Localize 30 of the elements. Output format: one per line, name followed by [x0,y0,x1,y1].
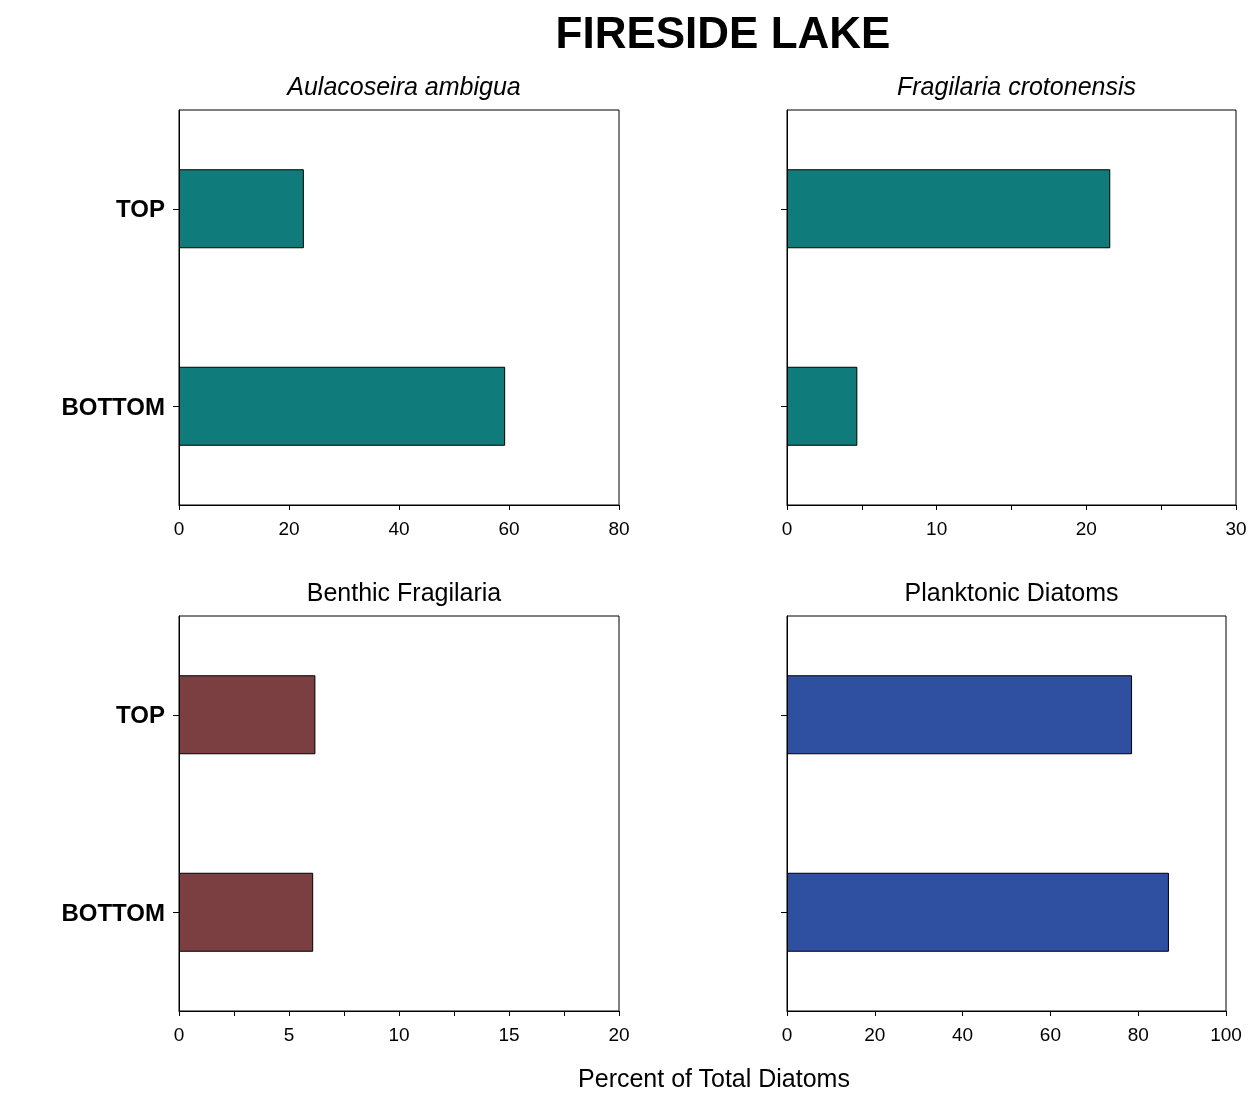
x-tick-label: 60 [498,518,520,539]
x-tick-label: 80 [608,518,630,539]
x-tick-label: 100 [1210,1024,1242,1045]
chart-title: Benthic Fragilaria [306,577,502,606]
chart-title: Aulacoseira ambigua [285,71,521,100]
chart-title: Planktonic Diatoms [904,577,1119,606]
y-tick-label: BOTTOM [61,898,165,926]
x-tick-label: 10 [388,1024,410,1045]
x-tick-label: 15 [498,1024,520,1045]
x-tick-label: 0 [173,518,185,539]
x-axis-title: Percent of Total Diatoms [577,1064,851,1093]
x-tick-label: 0 [781,518,793,539]
x-tick-label: 20 [608,1024,630,1045]
x-tick-label: 20 [278,518,300,539]
x-tick-label: 40 [952,1024,974,1045]
text: FIRESIDE LAKE [554,8,892,58]
x-tick-label: 0 [781,1024,793,1045]
x-tick-label: 30 [1225,518,1247,539]
x-tick-label: 20 [864,1024,886,1045]
chart-title: Fragilaria crotonensis [897,71,1136,100]
x-tick-label: 0 [173,1024,185,1045]
y-tick-label: BOTTOM [61,392,165,420]
x-tick-label: 80 [1127,1024,1149,1045]
x-tick-label: 5 [283,1024,295,1045]
x-tick-label: 10 [926,518,948,539]
y-tick-label: TOP [116,701,165,729]
x-tick-label: 20 [1075,518,1097,539]
x-tick-label: 40 [388,518,410,539]
x-tick-label: 60 [1039,1024,1061,1045]
y-tick-label: TOP [116,195,165,223]
